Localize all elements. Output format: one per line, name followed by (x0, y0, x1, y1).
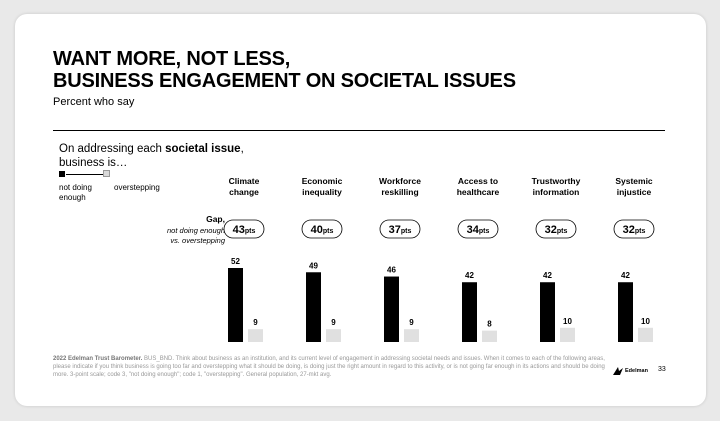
data-label-not-doing-enough: 42 (465, 271, 474, 280)
divider (53, 130, 665, 131)
legend-swatch-not-doing-enough (59, 171, 65, 177)
question-line2: business is… (59, 157, 128, 169)
category-label: information (533, 187, 580, 197)
data-label-overstepping: 9 (331, 318, 336, 327)
category-label: reskilling (381, 187, 418, 197)
question-text: On addressing each societal issue, busin… (59, 142, 244, 170)
category-label: Access to (458, 176, 498, 186)
data-label-not-doing-enough: 49 (309, 261, 318, 270)
bar-overstepping (248, 329, 263, 342)
data-label-not-doing-enough: 42 (621, 271, 630, 280)
data-label-overstepping: 10 (563, 317, 572, 326)
bar-not-doing-enough (462, 282, 477, 342)
footnote-source: 2022 Edelman Trust Barometer. (53, 356, 143, 362)
gap-value: 43pts (233, 224, 256, 236)
category-label: Systemic (615, 176, 653, 186)
category-label: Economic (302, 176, 343, 186)
legend: not doing enough overstepping (59, 170, 189, 211)
question-prefix: On addressing each (59, 143, 166, 155)
gap-subtitle-line1: not doing enough (167, 226, 225, 235)
gap-subtitle: not doing enough vs. overstepping (115, 226, 225, 246)
data-label-overstepping: 9 (409, 318, 414, 327)
gap-badge (301, 219, 343, 239)
data-label-overstepping: 8 (487, 320, 492, 329)
bar-not-doing-enough (228, 268, 243, 342)
category-label: inequality (302, 187, 342, 197)
legend-label-overstepping: overstepping (114, 183, 160, 192)
gap-value: 32pts (545, 224, 568, 236)
title-line-2: BUSINESS ENGAGEMENT ON SOCIETAL ISSUES (53, 70, 516, 92)
title-line-1: WANT MORE, NOT LESS, (53, 48, 291, 70)
edelman-logo: Edelman (613, 366, 653, 378)
gap-value: 37pts (389, 224, 412, 236)
category-label: Climate (229, 176, 260, 186)
category-label: injustice (617, 187, 652, 197)
page-title: WANT MORE, NOT LESS, BUSINESS ENGAGEMENT… (53, 48, 516, 92)
gap-value: 32pts (623, 224, 646, 236)
bar-overstepping (560, 327, 575, 342)
category-label: change (229, 187, 259, 197)
gap-badge (457, 219, 499, 239)
bar-overstepping (404, 329, 419, 342)
gap-value: 40pts (311, 224, 334, 236)
data-label-not-doing-enough: 52 (231, 257, 240, 266)
question-suffix: , (240, 143, 244, 155)
question-bold: societal issue (165, 143, 241, 155)
data-label-overstepping: 10 (641, 317, 650, 326)
bar-overstepping (326, 329, 341, 342)
data-label-not-doing-enough: 46 (387, 266, 396, 275)
bar-overstepping (482, 330, 497, 342)
footnote-text: BUS_BND. Think about business as an inst… (53, 356, 605, 378)
footnote: 2022 Edelman Trust Barometer. BUS_BND. T… (53, 355, 608, 379)
gap-subtitle-line2: vs. overstepping (170, 236, 225, 245)
bar-not-doing-enough (540, 282, 555, 342)
data-label-overstepping: 9 (253, 318, 258, 327)
bar-not-doing-enough (384, 276, 399, 342)
legend-label-not-doing-enough: not doing enough (59, 183, 92, 202)
legend-swatch-overstepping (103, 170, 110, 177)
page-number: 33 (658, 366, 666, 373)
gap-badge (379, 219, 421, 239)
bar-not-doing-enough (306, 272, 321, 342)
gap-badge (223, 219, 265, 239)
gap-title: Gap, (206, 214, 225, 224)
edelman-logo-icon (613, 367, 623, 375)
category-label: Workforce (379, 176, 421, 186)
subtitle: Percent who say (53, 96, 135, 108)
bar-overstepping (638, 327, 653, 342)
gap-badge (535, 219, 577, 239)
data-label-not-doing-enough: 42 (543, 271, 552, 280)
category-label: healthcare (457, 187, 500, 197)
slide: WANT MORE, NOT LESS, BUSINESS ENGAGEMENT… (15, 14, 706, 406)
brand-name: Edelman (625, 368, 648, 374)
gap-badge (613, 219, 655, 239)
gap-value: 34pts (467, 224, 490, 236)
legend-connector (66, 174, 103, 175)
bar-not-doing-enough (618, 282, 633, 342)
category-label: Trustworthy (532, 176, 581, 186)
